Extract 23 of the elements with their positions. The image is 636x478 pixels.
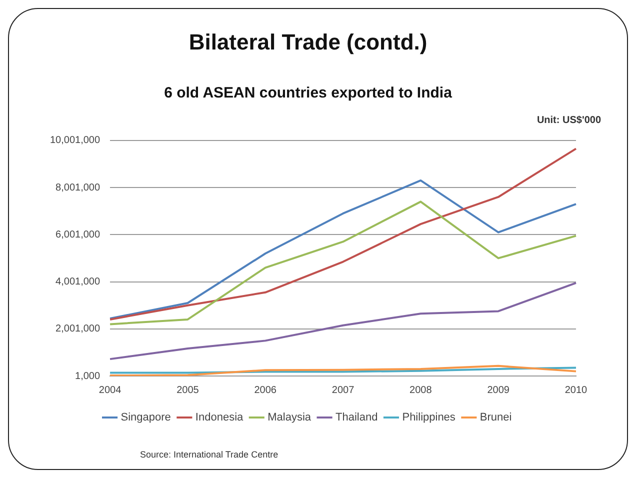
legend-label: Singapore: [120, 412, 171, 424]
x-tick-label: 2009: [487, 384, 510, 396]
x-tick-label: 2005: [176, 384, 200, 396]
y-tick-label: 10,001,000: [50, 135, 100, 146]
legend-label: Indonesia: [195, 412, 244, 424]
chart-title: Bilateral Trade (contd.): [188, 29, 428, 54]
text: Unit: US$'000: [536, 115, 602, 126]
legend-label: Thailand: [336, 412, 378, 424]
x-tick-label: 2008: [410, 384, 432, 396]
y-tick-label: 8,001,000: [56, 182, 100, 194]
y-tick-label: 2,001,000: [56, 324, 100, 335]
x-tick-label: 2006: [254, 384, 277, 396]
x-tick-label: 2007: [332, 384, 355, 396]
chart-subtitle: 6 old ASEAN countries exported to India: [164, 84, 453, 102]
legend-label: Brunei: [480, 412, 512, 424]
source-note: Source: International Trade Centre: [140, 449, 278, 460]
y-tick-label: 6,001,000: [56, 229, 100, 240]
y-tick-label: 1,000: [75, 370, 100, 382]
y-tick-label: 4,001,000: [56, 276, 100, 288]
x-tick-label: 2010: [564, 384, 588, 396]
x-tick-label: 2004: [98, 384, 122, 396]
legend-label: Malaysia: [268, 412, 312, 424]
legend-label: Philippines: [402, 412, 456, 424]
